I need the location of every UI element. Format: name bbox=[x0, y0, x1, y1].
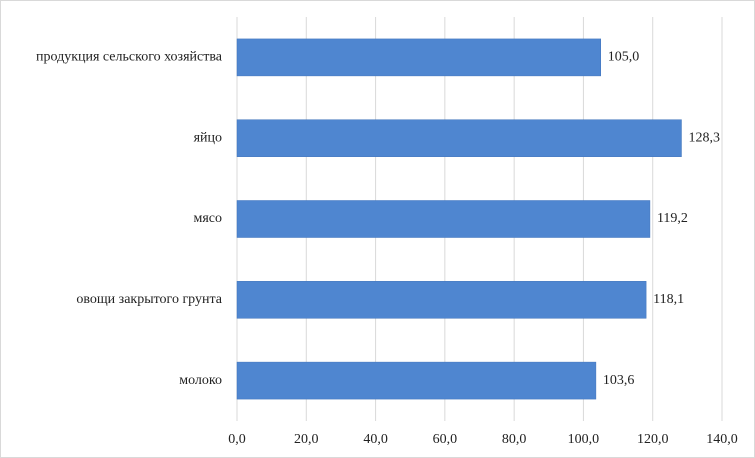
y-tick-label: мясо bbox=[193, 211, 222, 226]
x-tick-label: 40,0 bbox=[363, 432, 388, 447]
bar bbox=[236, 281, 647, 319]
x-tick-label: 0,0 bbox=[228, 432, 246, 447]
y-tick-label: молоко bbox=[179, 373, 222, 388]
y-tick-label: продукция сельского хозяйства bbox=[36, 50, 223, 65]
value-label: 119,2 bbox=[657, 211, 688, 226]
bar bbox=[236, 200, 651, 238]
bar bbox=[236, 361, 597, 400]
value-label: 103,6 bbox=[603, 373, 635, 388]
value-label: 128,3 bbox=[688, 130, 720, 145]
bar bbox=[236, 38, 601, 77]
x-tick-label: 100,0 bbox=[568, 432, 600, 447]
y-tick-label: яйцо bbox=[194, 130, 222, 145]
value-label: 118,1 bbox=[653, 292, 684, 307]
x-tick-label: 20,0 bbox=[294, 432, 319, 447]
value-label: 105,0 bbox=[608, 50, 640, 65]
x-tick-label: 60,0 bbox=[433, 432, 458, 447]
x-tick-label: 80,0 bbox=[502, 432, 527, 447]
x-tick-label: 120,0 bbox=[637, 432, 669, 447]
x-tick-label: 140,0 bbox=[706, 432, 738, 447]
y-tick-label: овощи закрытого грунта bbox=[76, 292, 222, 307]
bar bbox=[236, 119, 682, 157]
